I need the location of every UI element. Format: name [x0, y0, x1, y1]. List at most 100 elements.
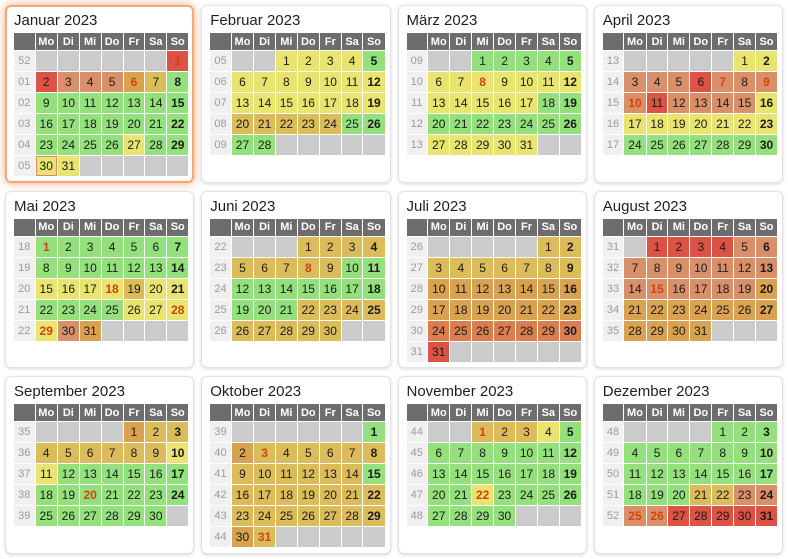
day-cell-september-17[interactable]: 17: [167, 464, 189, 485]
day-cell-januar-3[interactable]: 3: [57, 72, 79, 92]
day-cell-dezember-21[interactable]: 21: [690, 485, 712, 506]
day-cell-november-20[interactable]: 20: [428, 485, 450, 506]
day-cell-april-1[interactable]: 1: [734, 51, 755, 71]
day-cell-oktober-27[interactable]: 27: [319, 506, 341, 527]
day-cell-oktober-13[interactable]: 13: [319, 464, 341, 485]
day-cell-juni-8[interactable]: 8: [297, 257, 319, 278]
day-cell-mai-23[interactable]: 23: [57, 299, 79, 320]
day-cell-mai-31[interactable]: 31: [79, 320, 101, 341]
day-cell-dezember-22[interactable]: 22: [712, 485, 734, 506]
day-cell-september-5[interactable]: 5: [57, 443, 79, 464]
day-cell-september-9[interactable]: 9: [145, 443, 167, 464]
day-cell-januar-7[interactable]: 7: [145, 72, 167, 92]
day-cell-november-2[interactable]: 2: [494, 422, 516, 443]
day-cell-marz-26[interactable]: 26: [559, 114, 581, 134]
day-cell-marz-8[interactable]: 8: [472, 72, 494, 92]
day-cell-juni-23[interactable]: 23: [319, 299, 341, 320]
day-cell-januar-26[interactable]: 26: [101, 135, 123, 155]
day-cell-august-19[interactable]: 19: [734, 278, 755, 299]
day-cell-dezember-14[interactable]: 14: [690, 464, 712, 485]
day-cell-juni-27[interactable]: 27: [254, 320, 275, 341]
day-cell-september-26[interactable]: 26: [57, 506, 79, 527]
day-cell-august-6[interactable]: 6: [755, 236, 777, 257]
day-cell-august-14[interactable]: 14: [624, 278, 646, 299]
day-cell-januar-9[interactable]: 9: [35, 93, 57, 113]
day-cell-august-11[interactable]: 11: [712, 257, 734, 278]
day-cell-juli-8[interactable]: 8: [537, 257, 559, 278]
day-cell-oktober-2[interactable]: 2: [231, 443, 254, 464]
day-cell-september-7[interactable]: 7: [101, 443, 123, 464]
day-cell-januar-31[interactable]: 31: [57, 156, 79, 176]
day-cell-marz-25[interactable]: 25: [537, 114, 559, 134]
day-cell-marz-11[interactable]: 11: [537, 72, 559, 92]
day-cell-januar-18[interactable]: 18: [79, 114, 101, 134]
day-cell-august-18[interactable]: 18: [712, 278, 734, 299]
day-cell-februar-13[interactable]: 13: [231, 93, 254, 113]
day-cell-mai-25[interactable]: 25: [101, 299, 123, 320]
day-cell-september-15[interactable]: 15: [123, 464, 145, 485]
day-cell-november-28[interactable]: 28: [450, 506, 472, 527]
day-cell-marz-2[interactable]: 2: [494, 51, 516, 71]
day-cell-juni-22[interactable]: 22: [297, 299, 319, 320]
day-cell-februar-17[interactable]: 17: [319, 93, 341, 113]
day-cell-januar-12[interactable]: 12: [101, 93, 123, 113]
day-cell-september-14[interactable]: 14: [101, 464, 123, 485]
day-cell-september-18[interactable]: 18: [35, 485, 57, 506]
day-cell-januar-22[interactable]: 22: [167, 114, 189, 134]
day-cell-august-26[interactable]: 26: [734, 299, 755, 320]
day-cell-august-30[interactable]: 30: [668, 320, 690, 341]
day-cell-november-19[interactable]: 19: [559, 464, 581, 485]
day-cell-marz-22[interactable]: 22: [472, 114, 494, 134]
day-cell-mai-2[interactable]: 2: [57, 236, 79, 257]
day-cell-oktober-21[interactable]: 21: [341, 485, 363, 506]
day-cell-januar-24[interactable]: 24: [57, 135, 79, 155]
day-cell-september-28[interactable]: 28: [101, 506, 123, 527]
day-cell-februar-1[interactable]: 1: [275, 51, 297, 71]
day-cell-dezember-11[interactable]: 11: [624, 464, 646, 485]
day-cell-mai-19[interactable]: 19: [123, 278, 145, 299]
day-cell-februar-5[interactable]: 5: [363, 51, 385, 71]
day-cell-januar-5[interactable]: 5: [101, 72, 123, 92]
day-cell-februar-12[interactable]: 12: [363, 72, 385, 92]
day-cell-marz-14[interactable]: 14: [450, 93, 472, 113]
day-cell-april-18[interactable]: 18: [646, 114, 668, 134]
day-cell-juni-16[interactable]: 16: [319, 278, 341, 299]
day-cell-mai-14[interactable]: 14: [167, 257, 189, 278]
day-cell-august-2[interactable]: 2: [668, 236, 690, 257]
day-cell-juni-10[interactable]: 10: [341, 257, 363, 278]
day-cell-oktober-31[interactable]: 31: [254, 527, 275, 548]
day-cell-august-5[interactable]: 5: [734, 236, 755, 257]
day-cell-november-27[interactable]: 27: [428, 506, 450, 527]
day-cell-februar-16[interactable]: 16: [297, 93, 319, 113]
day-cell-dezember-6[interactable]: 6: [668, 443, 690, 464]
day-cell-april-15[interactable]: 15: [734, 93, 755, 113]
day-cell-marz-19[interactable]: 19: [559, 93, 581, 113]
day-cell-marz-6[interactable]: 6: [428, 72, 450, 92]
day-cell-september-23[interactable]: 23: [145, 485, 167, 506]
day-cell-juli-4[interactable]: 4: [450, 257, 472, 278]
day-cell-oktober-12[interactable]: 12: [297, 464, 319, 485]
day-cell-september-16[interactable]: 16: [145, 464, 167, 485]
day-cell-juli-24[interactable]: 24: [428, 320, 450, 341]
day-cell-dezember-23[interactable]: 23: [734, 485, 755, 506]
day-cell-oktober-23[interactable]: 23: [231, 506, 254, 527]
day-cell-dezember-24[interactable]: 24: [755, 485, 777, 506]
day-cell-mai-22[interactable]: 22: [35, 299, 57, 320]
day-cell-august-20[interactable]: 20: [755, 278, 777, 299]
day-cell-november-22[interactable]: 22: [472, 485, 494, 506]
day-cell-april-9[interactable]: 9: [755, 72, 777, 92]
day-cell-juni-24[interactable]: 24: [341, 299, 363, 320]
day-cell-juli-9[interactable]: 9: [559, 257, 581, 278]
day-cell-januar-4[interactable]: 4: [79, 72, 101, 92]
day-cell-juni-25[interactable]: 25: [363, 299, 385, 320]
day-cell-oktober-29[interactable]: 29: [363, 506, 385, 527]
day-cell-oktober-10[interactable]: 10: [254, 464, 275, 485]
day-cell-september-21[interactable]: 21: [101, 485, 123, 506]
day-cell-mai-8[interactable]: 8: [35, 257, 57, 278]
day-cell-juni-30[interactable]: 30: [319, 320, 341, 341]
day-cell-februar-24[interactable]: 24: [319, 114, 341, 134]
day-cell-oktober-9[interactable]: 9: [231, 464, 254, 485]
day-cell-oktober-11[interactable]: 11: [275, 464, 297, 485]
day-cell-oktober-4[interactable]: 4: [275, 443, 297, 464]
day-cell-juli-31[interactable]: 31: [428, 341, 450, 362]
